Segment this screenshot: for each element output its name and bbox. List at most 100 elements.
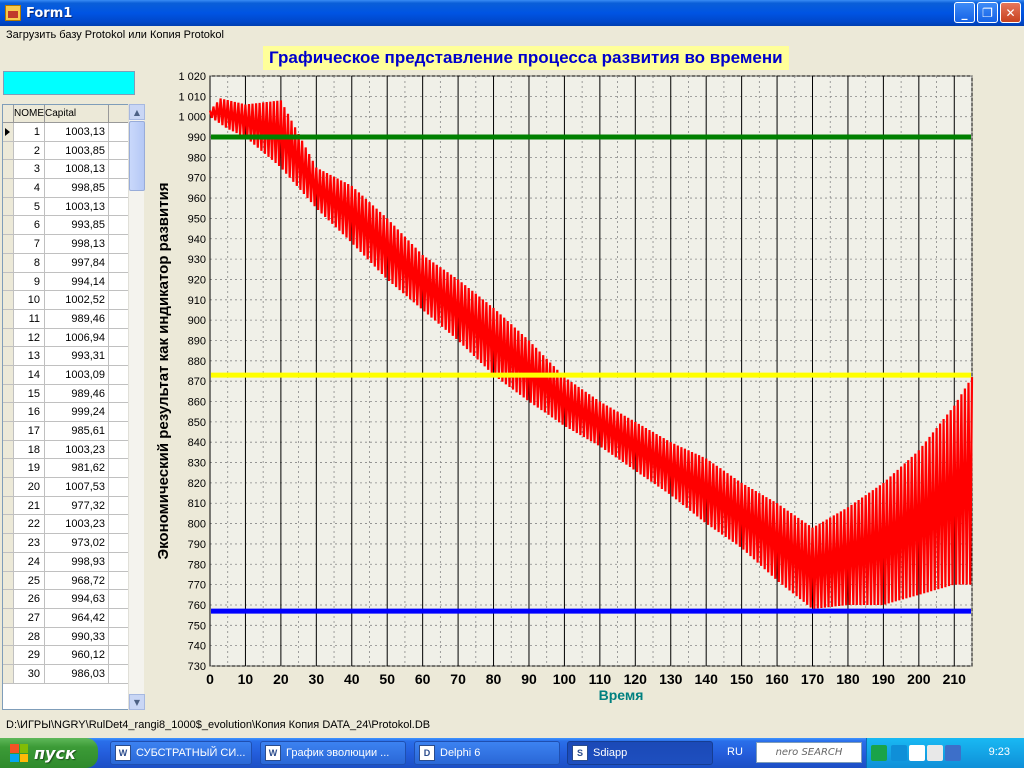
- row-indicator[interactable]: [3, 422, 14, 440]
- table-row[interactable]: 8 997,84: [3, 253, 143, 273]
- maximize-button[interactable]: ❐: [977, 2, 998, 23]
- language-indicator[interactable]: RU: [727, 746, 743, 758]
- row-indicator[interactable]: [3, 646, 14, 664]
- cell-nomer[interactable]: 19: [14, 459, 45, 478]
- menu-load-database[interactable]: Загрузить базу Protokol или Копия Protok…: [6, 29, 224, 41]
- cell-nomer[interactable]: 9: [14, 272, 45, 291]
- cell-capital[interactable]: 994,14: [45, 272, 109, 291]
- cell-nomer[interactable]: 5: [14, 197, 45, 216]
- cell-capital[interactable]: 990,33: [45, 627, 109, 646]
- row-indicator[interactable]: [3, 197, 14, 216]
- cell-capital[interactable]: 1006,94: [45, 328, 109, 347]
- cell-capital[interactable]: 977,32: [45, 496, 109, 515]
- cell-capital[interactable]: 985,61: [45, 422, 109, 440]
- row-indicator[interactable]: [3, 123, 14, 141]
- row-indicator[interactable]: [3, 440, 14, 459]
- row-indicator[interactable]: [3, 328, 14, 347]
- cell-nomer[interactable]: 18: [14, 440, 45, 459]
- table-row[interactable]: 26 994,63: [3, 590, 143, 609]
- table-row[interactable]: 29 960,12: [3, 646, 143, 665]
- row-indicator[interactable]: [3, 571, 14, 590]
- row-indicator[interactable]: [3, 627, 14, 646]
- table-row[interactable]: 2 1003,85: [3, 141, 143, 161]
- table-row[interactable]: 1 1003,13: [3, 123, 143, 142]
- cell-nomer[interactable]: 1: [14, 123, 45, 141]
- start-button[interactable]: пуск: [0, 738, 98, 768]
- cell-capital[interactable]: 968,72: [45, 571, 109, 590]
- cell-nomer[interactable]: 4: [14, 179, 45, 197]
- row-indicator[interactable]: [3, 141, 14, 160]
- cell-nomer[interactable]: 16: [14, 403, 45, 421]
- cell-capital[interactable]: 999,24: [45, 403, 109, 421]
- cell-capital[interactable]: 998,13: [45, 235, 109, 253]
- minimize-button[interactable]: _: [954, 2, 975, 23]
- row-indicator[interactable]: [3, 309, 14, 328]
- cell-nomer[interactable]: 25: [14, 571, 45, 590]
- row-indicator[interactable]: [3, 590, 14, 608]
- taskbar-item-delphi[interactable]: D Delphi 6: [414, 741, 560, 765]
- table-row[interactable]: 7 998,13: [3, 235, 143, 254]
- grid-scrollbar[interactable]: ▲ ▼: [128, 104, 145, 710]
- expand-tray-icon[interactable]: [891, 745, 907, 761]
- table-row[interactable]: 10 1002,52: [3, 291, 143, 310]
- cell-capital[interactable]: 1003,13: [45, 123, 109, 141]
- cell-nomer[interactable]: 30: [14, 664, 45, 683]
- table-row[interactable]: 28 990,33: [3, 627, 143, 647]
- taskbar-item-doc2[interactable]: W График эволюции ...: [260, 741, 406, 765]
- row-indicator[interactable]: [3, 534, 14, 552]
- row-indicator[interactable]: [3, 459, 14, 478]
- volume-icon[interactable]: [945, 745, 961, 761]
- cell-nomer[interactable]: 29: [14, 646, 45, 664]
- nero-search-box[interactable]: nero SEARCH: [756, 742, 862, 763]
- table-row[interactable]: 19 981,62: [3, 459, 143, 479]
- cell-capital[interactable]: 1003,13: [45, 197, 109, 216]
- cell-capital[interactable]: 1003,09: [45, 365, 109, 384]
- cell-capital[interactable]: 1002,52: [45, 291, 109, 309]
- cell-nomer[interactable]: 27: [14, 608, 45, 627]
- row-indicator[interactable]: [3, 235, 14, 253]
- cell-capital[interactable]: 989,46: [45, 309, 109, 328]
- cell-nomer[interactable]: 11: [14, 309, 45, 328]
- cell-capital[interactable]: 993,31: [45, 347, 109, 365]
- table-row[interactable]: 30 986,03: [3, 664, 143, 684]
- cell-nomer[interactable]: 12: [14, 328, 45, 347]
- row-indicator[interactable]: [3, 253, 14, 272]
- column-header-nomer[interactable]: NOMER: [14, 105, 45, 122]
- taskbar-item-sdiapp[interactable]: S Sdiapp: [567, 741, 713, 765]
- table-row[interactable]: 14 1003,09: [3, 365, 143, 385]
- cell-nomer[interactable]: 21: [14, 496, 45, 515]
- cell-capital[interactable]: 1003,23: [45, 440, 109, 459]
- cell-nomer[interactable]: 24: [14, 552, 45, 571]
- cell-nomer[interactable]: 26: [14, 590, 45, 608]
- cell-capital[interactable]: 1007,53: [45, 478, 109, 496]
- row-indicator[interactable]: [3, 384, 14, 403]
- cell-capital[interactable]: 989,46: [45, 384, 109, 403]
- cell-capital[interactable]: 1003,23: [45, 515, 109, 534]
- table-row[interactable]: 13 993,31: [3, 347, 143, 366]
- cell-nomer[interactable]: 7: [14, 235, 45, 253]
- scroll-thumb[interactable]: [129, 121, 145, 191]
- scroll-up-button[interactable]: ▲: [129, 104, 145, 120]
- table-row[interactable]: 20 1007,53: [3, 478, 143, 497]
- cell-capital[interactable]: 997,84: [45, 253, 109, 272]
- table-row[interactable]: 22 1003,23: [3, 515, 143, 535]
- table-row[interactable]: 12 1006,94: [3, 328, 143, 348]
- cell-nomer[interactable]: 22: [14, 515, 45, 534]
- cell-nomer[interactable]: 15: [14, 384, 45, 403]
- cell-nomer[interactable]: 14: [14, 365, 45, 384]
- row-indicator[interactable]: [3, 515, 14, 534]
- table-row[interactable]: 3 1008,13: [3, 160, 143, 180]
- data-grid[interactable]: NOMER Capital 11003,1321003,8531008,1349…: [2, 104, 144, 710]
- cell-nomer[interactable]: 6: [14, 216, 45, 235]
- cell-nomer[interactable]: 8: [14, 253, 45, 272]
- cell-capital[interactable]: 986,03: [45, 664, 109, 683]
- table-row[interactable]: 4 998,85: [3, 179, 143, 198]
- cell-capital[interactable]: 998,93: [45, 552, 109, 571]
- cell-capital[interactable]: 994,63: [45, 590, 109, 608]
- cell-capital[interactable]: 973,02: [45, 534, 109, 552]
- row-indicator[interactable]: [3, 403, 14, 421]
- row-indicator[interactable]: [3, 608, 14, 627]
- row-indicator[interactable]: [3, 216, 14, 235]
- cell-nomer[interactable]: 20: [14, 478, 45, 496]
- row-indicator[interactable]: [3, 272, 14, 291]
